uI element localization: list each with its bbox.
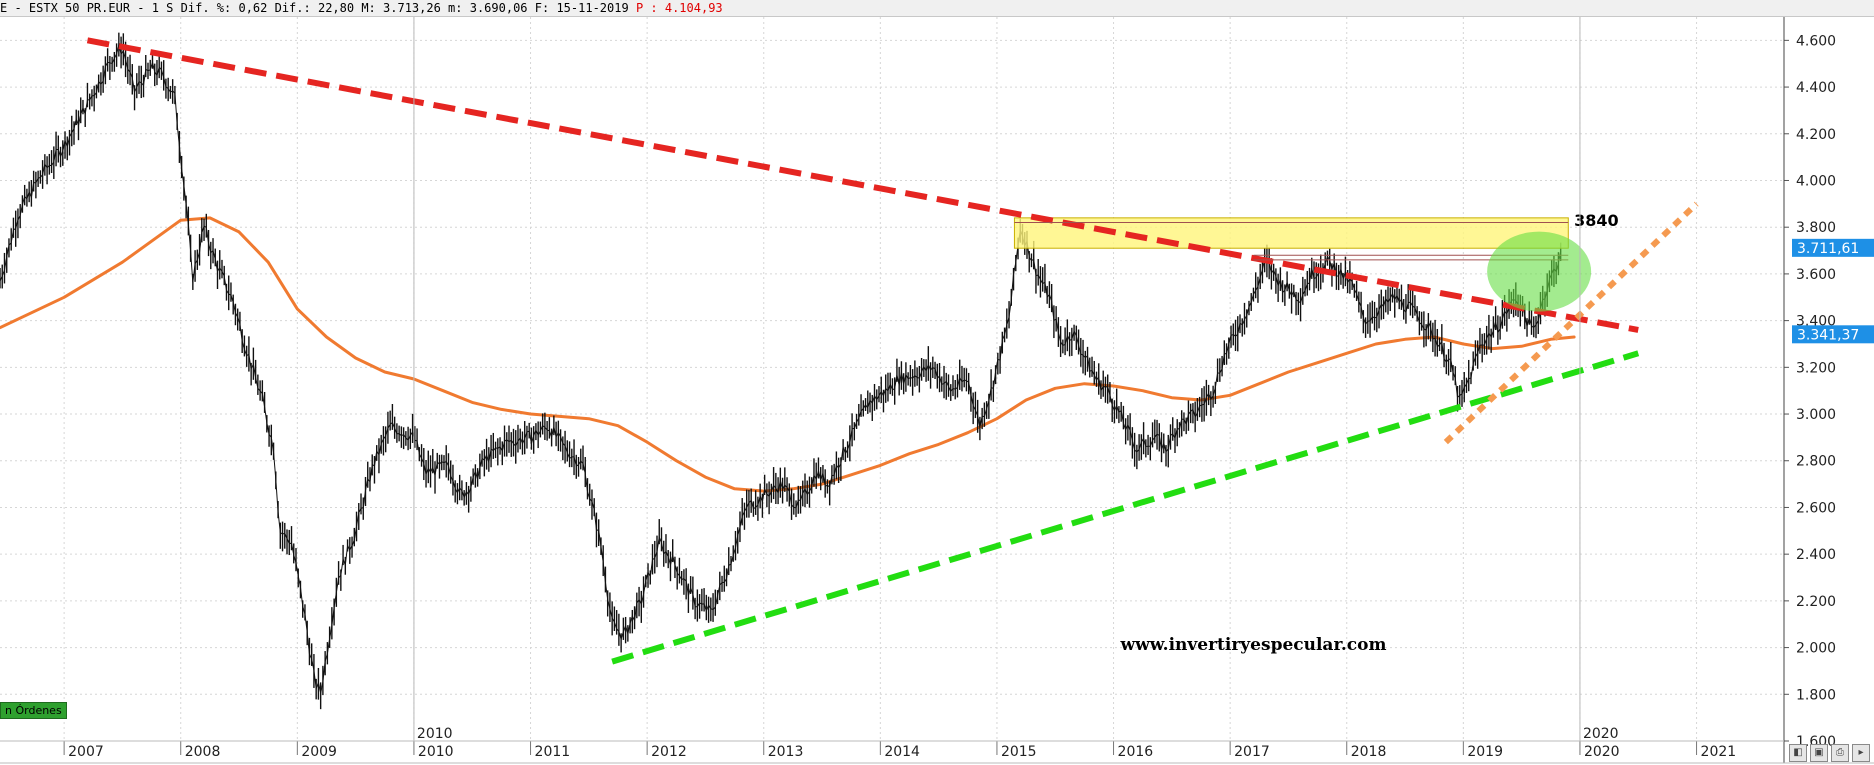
low-value: 3.690,06 (469, 1, 528, 15)
moving-average-layer (0, 216, 1576, 493)
x-tick-label: 2020 (1584, 744, 1620, 760)
y-tick-label: 2.600 (1796, 500, 1836, 516)
highlight-circle (1487, 231, 1592, 312)
chart-type-icon[interactable]: ◧ (1789, 744, 1807, 762)
resistance-trendline (86, 37, 1639, 333)
x-tick-label: 2017 (1234, 744, 1270, 760)
level-label: 3840 (1574, 211, 1619, 230)
high-value: 3.713,26 (383, 1, 441, 15)
x-tick-label: 2009 (301, 744, 337, 760)
x-tick-label: 2008 (185, 744, 221, 760)
x-tick-label: 2016 (1118, 744, 1154, 760)
y-tick-label: 3.800 (1796, 220, 1836, 236)
symbol-name: E - ESTX 50 PR.EUR - (0, 1, 145, 15)
max-label: P : (635, 1, 658, 15)
y-tick-label: 3.600 (1796, 267, 1836, 283)
y-tick-label: 2.800 (1796, 454, 1836, 470)
last-value-tag (1792, 325, 1874, 344)
low-label: m: (448, 1, 463, 15)
orders-tab[interactable]: n Órdenes (0, 702, 67, 719)
date-value: 15-11-2019 (556, 1, 629, 15)
y-tick-label: 4.600 (1796, 33, 1836, 49)
y-tick-label: 2.000 (1796, 641, 1836, 657)
change-label: Dif.: (274, 1, 311, 15)
save-icon[interactable]: ▣ (1810, 744, 1828, 762)
x-tick-label: 2019 (1467, 744, 1503, 760)
last-value-tag (1792, 238, 1874, 257)
support-trendline (611, 350, 1640, 665)
chart-header: E - ESTX 50 PR.EUR - 1 S Dif. %: 0,62 Di… (0, 0, 1874, 17)
moving-average-line (0, 216, 1576, 493)
pct-change-value: 0,62 (238, 1, 268, 15)
x-tick-label: 2013 (768, 744, 804, 760)
x-tick-label: 2007 (68, 744, 104, 760)
max-value: 4.104,93 (664, 1, 723, 15)
price-line (0, 43, 1562, 694)
y-tick-label: 4.400 (1796, 80, 1836, 96)
last-value-label: 3.711,61 (1797, 241, 1859, 257)
annotation-layer: 3840 www.invertiryespecular.com (86, 37, 1699, 665)
uptrend-line (1443, 201, 1699, 445)
high-label: M: (361, 1, 376, 15)
y-tick-label: 4.000 (1796, 173, 1836, 189)
watermark-text: www.invertiryespecular.com (1119, 635, 1386, 655)
x-tick-label: 2011 (535, 744, 571, 760)
bottom-toolbar: ◧ ▣ ⎙ ▸ (1789, 744, 1870, 762)
x-tick-label: 2014 (884, 744, 920, 760)
x-tick-label: 2021 (1701, 744, 1737, 760)
axes-layer: 1.6001.8002.0002.2002.4002.6002.8003.000… (0, 17, 1874, 764)
x-tick-label: 2012 (651, 744, 687, 760)
year-marker-label: 2020 (1583, 726, 1619, 742)
y-tick-label: 2.200 (1796, 594, 1836, 610)
year-marker-label: 2010 (417, 726, 453, 742)
y-tick-label: 3.200 (1796, 360, 1836, 376)
pct-change-label: Dif. %: (180, 1, 232, 15)
date-label: F: (534, 1, 550, 15)
expand-icon[interactable]: ▸ (1852, 744, 1870, 762)
y-tick-label: 4.200 (1796, 127, 1836, 143)
x-tick-label: 2018 (1351, 744, 1387, 760)
change-value: 22,80 (317, 1, 355, 15)
y-tick-label: 3.000 (1796, 407, 1836, 423)
print-icon[interactable]: ⎙ (1831, 744, 1849, 762)
last-value-label: 3.341,37 (1797, 327, 1859, 343)
y-tick-label: 2.400 (1796, 547, 1836, 563)
period-label: 1 S (151, 1, 174, 15)
x-tick-label: 2010 (418, 744, 454, 760)
y-tick-label: 1.800 (1796, 687, 1836, 703)
x-tick-label: 2015 (1001, 744, 1037, 760)
